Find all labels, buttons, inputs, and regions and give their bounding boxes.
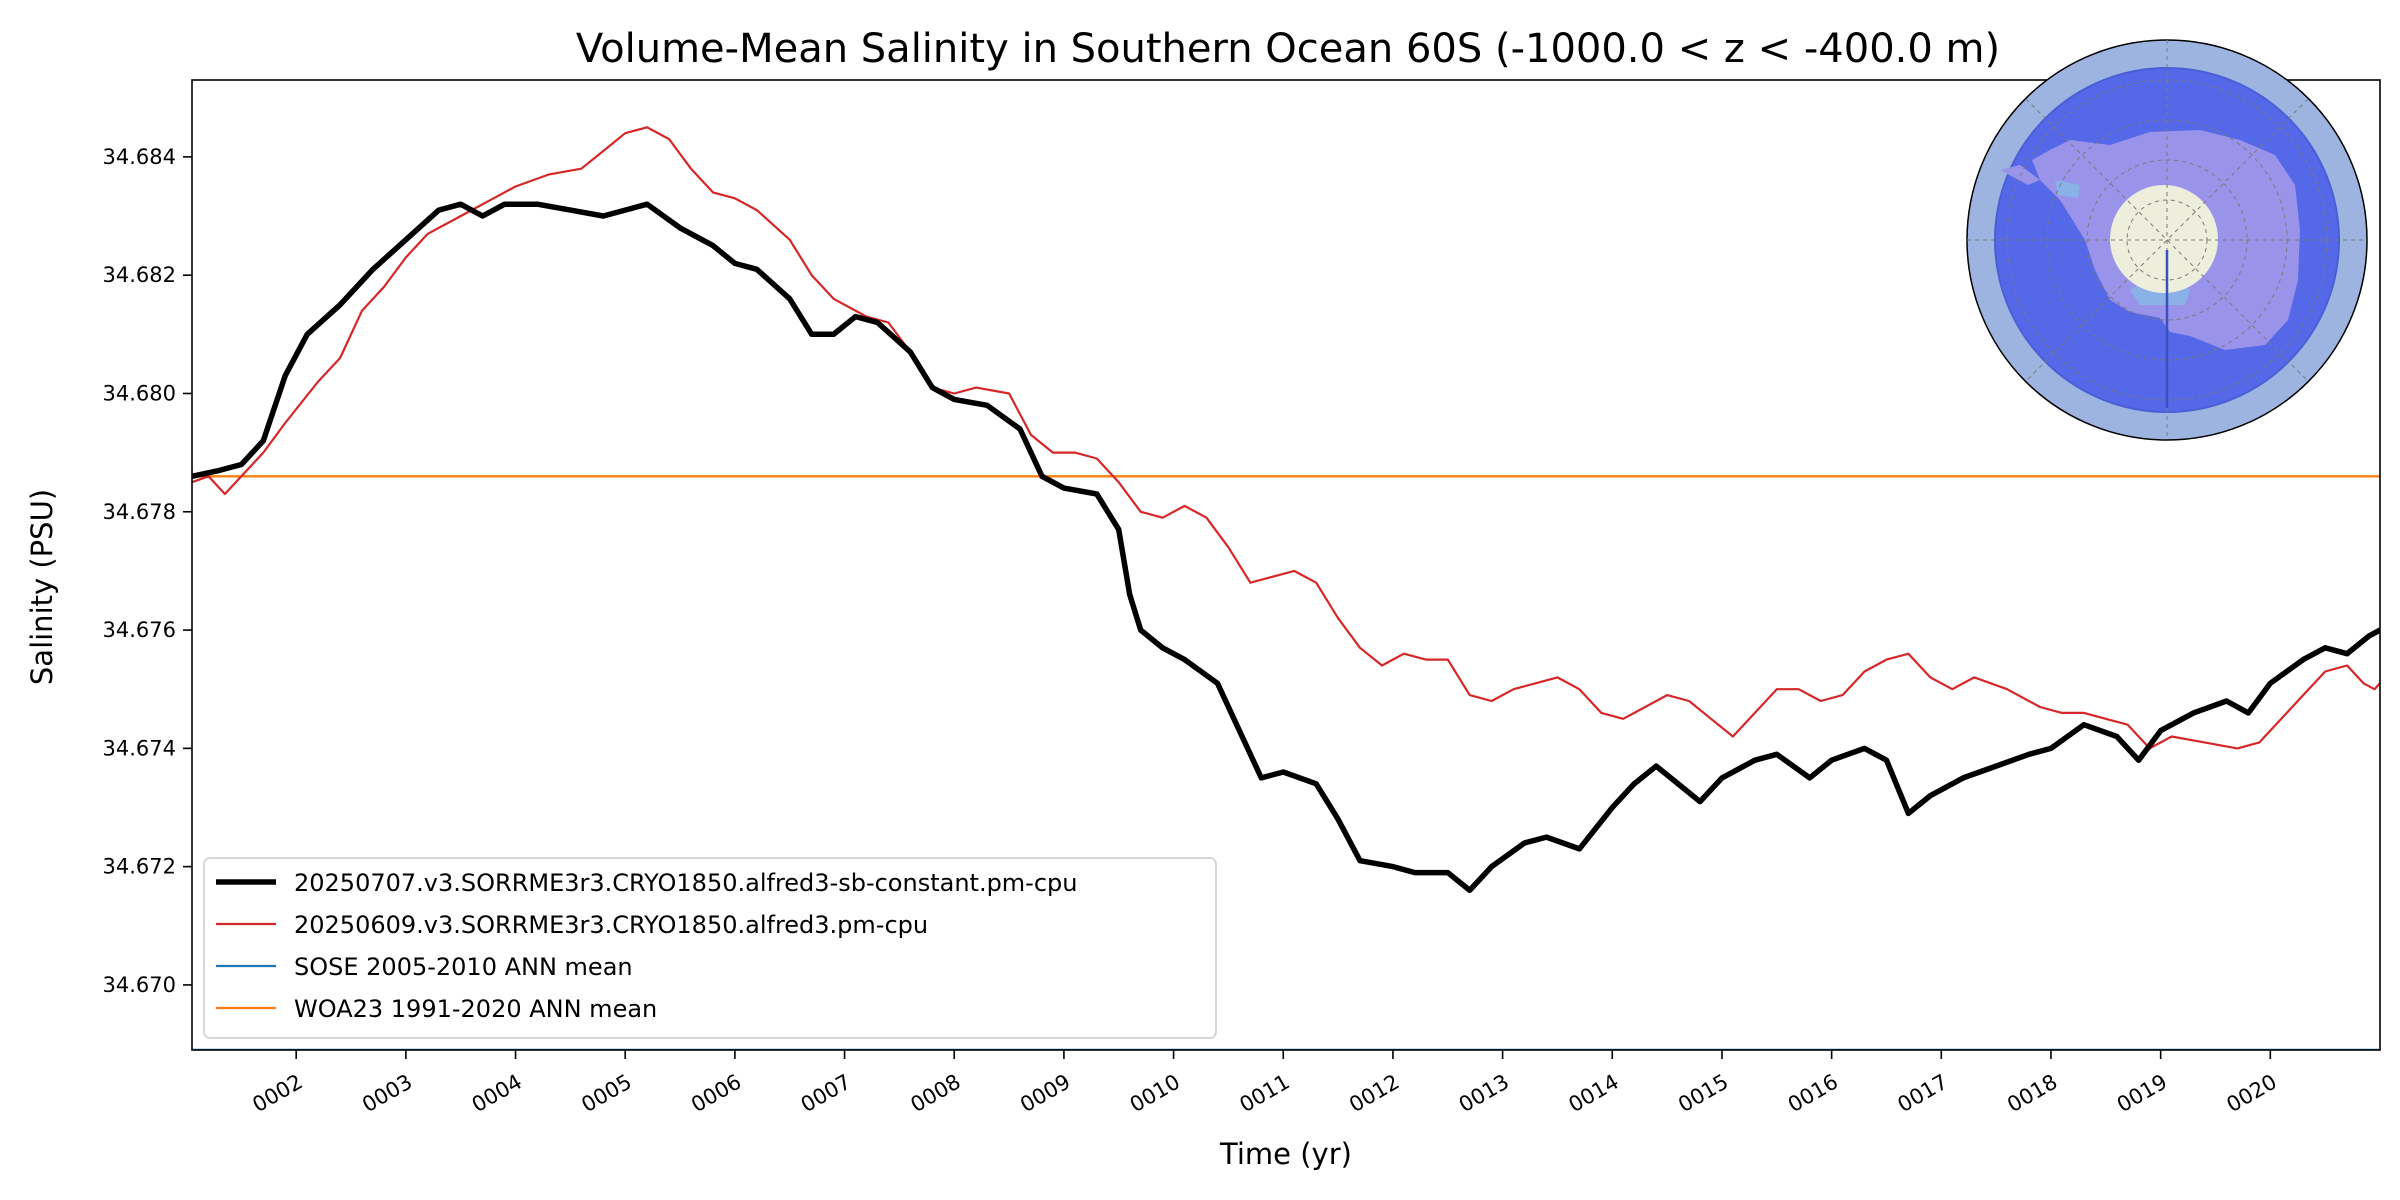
- x-axis-label: Time (yr): [1219, 1137, 1352, 1171]
- series-layer: [192, 126, 2380, 1050]
- y-tick-label: 34.676: [103, 618, 176, 642]
- legend: 20250707.v3.SORRME3r3.CRYO1850.alfred3-s…: [203, 857, 1217, 1039]
- legend-box: [203, 857, 1217, 1039]
- y-tick-label: 34.674: [103, 736, 176, 760]
- chart-title: Volume-Mean Salinity in Southern Ocean 6…: [576, 26, 2000, 72]
- series-line-1: [192, 126, 2380, 750]
- y-axis-label: Salinity (PSU): [25, 489, 59, 685]
- y-tick-label: 34.680: [103, 381, 176, 405]
- y-tick-label: 34.672: [103, 855, 176, 879]
- y-tick-label: 34.684: [103, 145, 176, 169]
- map-pole-cap: [2110, 185, 2218, 293]
- legend-label-woa23: WOA23 1991-2020 ANN mean: [294, 995, 657, 1023]
- legend-label-sose: SOSE 2005-2010 ANN mean: [294, 953, 633, 981]
- y-tick-label: 34.678: [103, 500, 176, 524]
- series-line-0: [192, 201, 2380, 894]
- inset-map: [1966, 39, 2368, 441]
- plot-frame: [191, 79, 2381, 1051]
- y-tick-label: 34.670: [103, 973, 176, 997]
- legend-label-sb-constant: 20250707.v3.SORRME3r3.CRYO1850.alfred3-s…: [294, 869, 1077, 897]
- legend-label-alfred3: 20250609.v3.SORRME3r3.CRYO1850.alfred3.p…: [294, 911, 928, 939]
- y-tick-label: 34.682: [103, 263, 176, 287]
